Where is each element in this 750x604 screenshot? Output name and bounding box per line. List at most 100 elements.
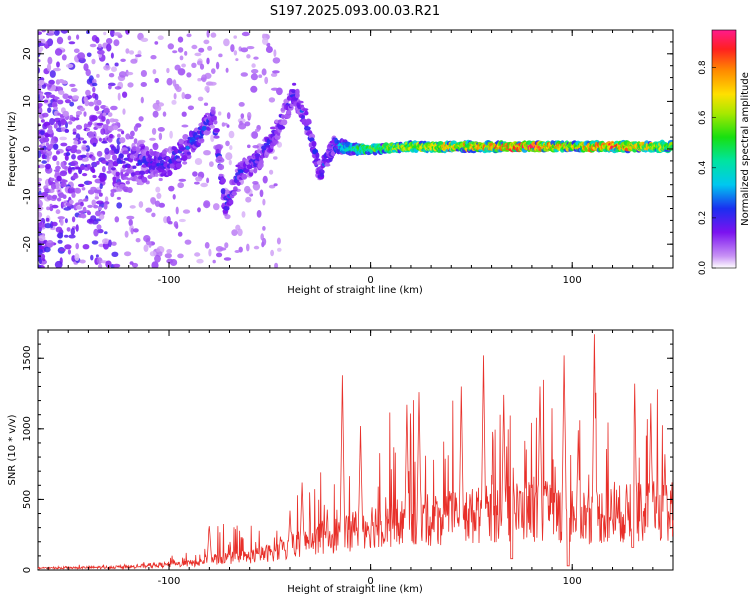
spectrogram-cell — [194, 252, 201, 257]
figure-title: S197.2025.093.00.03.R21 — [270, 4, 440, 19]
spectrogram-cell — [270, 87, 279, 91]
spectrogram-cell — [101, 160, 108, 164]
spectrogram-cell — [83, 111, 87, 117]
spectrogram-cell — [158, 202, 165, 208]
spectrogram-cell — [65, 152, 71, 156]
spectrogram-cell — [198, 135, 204, 140]
spectrogram-cell — [113, 263, 121, 268]
spectrogram-cell — [206, 177, 210, 184]
spectrogram-cell — [43, 99, 49, 103]
spectrogram-cell — [181, 92, 186, 100]
spectrogram-cell — [240, 47, 249, 53]
spectrogram-cell — [194, 181, 200, 185]
spectrogram-cell — [60, 30, 68, 34]
spectrogram-cell — [51, 183, 56, 190]
spectrogram-cell — [225, 67, 229, 73]
spectrogram-cell — [194, 158, 203, 165]
spectrogram-cell — [220, 177, 226, 184]
spectrogram-cell — [94, 196, 100, 200]
spectrogram-cell — [87, 121, 93, 126]
spectrogram-cell — [272, 139, 278, 145]
spectrogram-cell — [100, 128, 106, 135]
spectrogram-cell — [149, 251, 157, 257]
spectrogram-cells — [38, 30, 673, 268]
snr-x-axis-label: Height of straight line (km) — [287, 584, 423, 595]
spectrogram-cell — [75, 242, 79, 250]
spectrogram-cell — [135, 54, 142, 58]
spectrogram-cell — [70, 160, 79, 167]
spectrogram-cell — [208, 81, 217, 86]
spectrogram-cell — [148, 241, 152, 248]
spectrogram-cell — [169, 163, 175, 169]
spectrogram-cell — [110, 189, 117, 193]
spectrogram-cell — [95, 210, 101, 217]
spectrogram-cell — [46, 240, 54, 248]
spectrogram-cell — [41, 154, 46, 160]
spectrogram-cell — [54, 48, 63, 56]
spectrogram-cell — [79, 107, 86, 112]
snr-y-ticks: 0 500 1000 1500 — [22, 329, 673, 573]
spectrogram-cell — [46, 63, 52, 72]
spectrogram-cell — [145, 207, 153, 213]
spectrogram-cell — [38, 59, 41, 63]
spectrogram-cell — [308, 133, 316, 140]
spectrogram-y-tick-label: -10 — [22, 188, 33, 204]
spectrogram-cell — [209, 121, 213, 125]
spectrogram-cell — [72, 131, 77, 135]
spectrogram-cell — [181, 155, 188, 162]
spectrogram-cell — [46, 155, 50, 163]
spectrogram-cell — [57, 239, 63, 244]
spectrogram-cell — [216, 252, 223, 258]
spectrogram-cell — [38, 227, 42, 232]
spectrogram-cell — [119, 137, 126, 144]
spectrogram-cell — [150, 55, 157, 60]
spectrogram-cell — [156, 248, 161, 253]
spectrogram-cell — [151, 212, 156, 218]
spectrogram-cell — [318, 169, 325, 175]
spectrogram-cell — [122, 150, 129, 155]
spectrogram-cell — [101, 140, 108, 144]
spectrogram-cell — [272, 70, 280, 74]
spectrogram-cell — [121, 160, 126, 164]
spectrogram-cell — [103, 203, 108, 210]
spectrogram-cell — [184, 51, 188, 56]
spectrogram-cell — [154, 173, 159, 177]
spectrogram-cell — [295, 92, 300, 99]
spectrogram-cell — [204, 242, 210, 249]
spectrogram-cell — [213, 120, 218, 125]
spectrogram-cell — [143, 244, 149, 252]
spectrogram-cell — [106, 170, 112, 174]
spectrogram-cell — [218, 53, 223, 58]
spectrogram-cell — [154, 78, 160, 83]
spectrogram-cell — [113, 32, 122, 36]
spectrogram-cell — [172, 79, 177, 87]
spectrogram-cell — [67, 165, 72, 174]
spectrogram-cell — [60, 119, 67, 125]
spectrogram-cell — [87, 189, 95, 195]
spectrogram-cell — [87, 163, 91, 170]
spectrogram-cell — [52, 155, 58, 162]
spectrogram-cell — [138, 116, 144, 122]
spectrogram-cell — [62, 110, 69, 117]
spectrogram-cell — [304, 126, 311, 131]
spectrogram-cell — [111, 241, 117, 246]
spectrogram-cell — [305, 118, 312, 125]
spectrogram-cell — [155, 186, 161, 193]
spectrogram-cell — [110, 105, 118, 111]
spectrogram-cell — [133, 228, 139, 233]
spectrogram-cell — [251, 69, 259, 74]
spectrogram-cell — [98, 263, 103, 268]
spectrogram-cell — [68, 121, 73, 125]
spectrogram-cell — [85, 69, 91, 77]
spectrogram-cell — [150, 197, 156, 205]
spectrogram-cell — [91, 58, 96, 65]
spectrogram-cell — [44, 223, 52, 229]
spectrogram-cell — [252, 181, 259, 185]
spectrogram-cell — [45, 150, 53, 157]
spectrogram-cell — [42, 137, 50, 143]
spectrogram-cell — [42, 112, 49, 118]
spectrogram-cell — [140, 37, 149, 43]
spectrogram-cell — [90, 254, 94, 261]
spectrogram-cell — [82, 140, 87, 144]
